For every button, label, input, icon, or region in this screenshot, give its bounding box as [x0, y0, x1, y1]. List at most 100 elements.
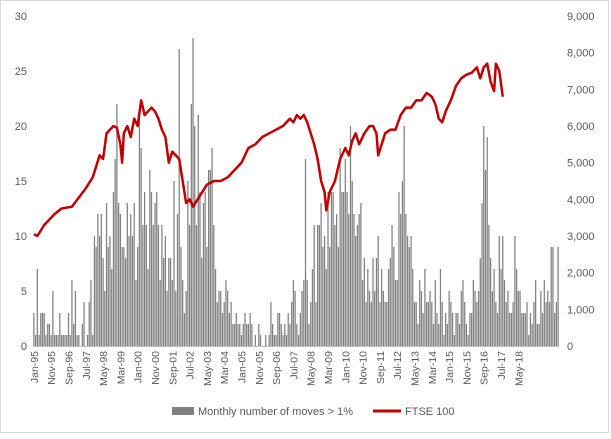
legend: Monthly number of moves > 1% FTSE 100: [172, 406, 455, 418]
x-tick-label: Mar-14: [427, 351, 439, 384]
bar: [73, 324, 75, 346]
bar: [169, 258, 172, 346]
bar: [116, 104, 118, 346]
bar: [258, 324, 260, 346]
bar: [159, 280, 161, 346]
bar: [370, 302, 372, 346]
bar: [536, 324, 538, 346]
bar: [401, 181, 404, 346]
legend-label-bar: Monthly number of moves > 1%: [198, 406, 353, 418]
bar: [330, 192, 333, 346]
bar: [130, 214, 132, 346]
bar: [315, 302, 317, 346]
bar: [242, 324, 244, 346]
bar: [145, 225, 147, 346]
x-axis-tick-labels: Jan-95 Nov-95 Sep-96 Jul-97 May-98 Mar-99 Jan-…: [29, 351, 525, 386]
left-tick-label: 25: [15, 66, 27, 78]
bar: [422, 313, 424, 346]
bar: [512, 302, 514, 346]
x-tick-label: Sep-06: [271, 351, 283, 385]
bar: [349, 126, 352, 346]
bar: [171, 280, 173, 346]
bar: [199, 192, 201, 346]
bar: [195, 225, 198, 346]
bar: [246, 324, 248, 346]
bar: [426, 302, 428, 346]
x-tick-label: Sep-11: [375, 351, 387, 384]
bar: [406, 236, 409, 346]
bar: [192, 38, 194, 346]
bar: [543, 280, 545, 346]
bar-series: [33, 38, 559, 346]
bar: [372, 258, 374, 346]
bar: [152, 225, 154, 346]
left-tick-label: 0: [21, 341, 27, 353]
bar: [138, 115, 141, 346]
bar: [498, 236, 500, 346]
bar: [337, 247, 340, 346]
bar: [161, 225, 163, 346]
bar: [57, 335, 59, 346]
bar: [389, 258, 391, 346]
bar: [311, 269, 314, 346]
bar: [64, 335, 66, 346]
bar: [490, 258, 492, 346]
bar: [254, 335, 256, 346]
bar: [147, 269, 149, 346]
bar: [361, 280, 364, 346]
bar: [344, 159, 346, 346]
bar: [313, 225, 315, 346]
bar: [43, 313, 45, 346]
bar: [410, 236, 412, 346]
left-tick-label: 30: [15, 11, 27, 23]
bar: [232, 324, 234, 346]
bar: [420, 291, 423, 346]
bar: [557, 247, 559, 346]
bar: [52, 291, 54, 346]
bar: [519, 291, 521, 346]
bar: [268, 335, 270, 346]
bar: [322, 247, 324, 346]
x-tick-label: Nov-15: [461, 351, 473, 385]
bar: [149, 170, 151, 346]
bar: [62, 335, 64, 346]
bar: [460, 291, 462, 346]
x-tick-label: Jan-00: [133, 351, 145, 383]
bar: [515, 269, 518, 346]
bar: [55, 335, 57, 346]
bar: [131, 236, 134, 346]
x-tick-label: May-13: [410, 351, 422, 386]
bar: [505, 302, 507, 346]
bar: [216, 302, 218, 346]
bar: [329, 247, 331, 346]
bar: [228, 313, 231, 346]
bar: [387, 269, 390, 346]
bar: [540, 291, 542, 346]
bar: [386, 302, 388, 346]
bar: [503, 280, 506, 346]
bar: [185, 291, 187, 346]
x-tick-label: Jul-12: [392, 351, 404, 380]
bar: [451, 313, 454, 346]
bar: [163, 258, 165, 346]
bar: [320, 203, 322, 346]
bar: [341, 192, 343, 346]
bar: [509, 313, 511, 346]
bar: [526, 302, 528, 346]
bar: [118, 203, 120, 346]
bar: [550, 247, 552, 346]
x-tick-label: Nov-95: [46, 351, 58, 385]
bar: [164, 236, 166, 346]
bar: [342, 192, 345, 346]
legend-label-line: FTSE 100: [405, 406, 455, 418]
bar: [221, 313, 224, 346]
bar: [180, 247, 182, 346]
x-tick-label: Jan-15: [444, 351, 456, 383]
bar: [213, 225, 215, 346]
bar: [270, 302, 272, 346]
bar: [66, 335, 68, 346]
bar: [239, 324, 241, 346]
bar: [517, 291, 519, 346]
